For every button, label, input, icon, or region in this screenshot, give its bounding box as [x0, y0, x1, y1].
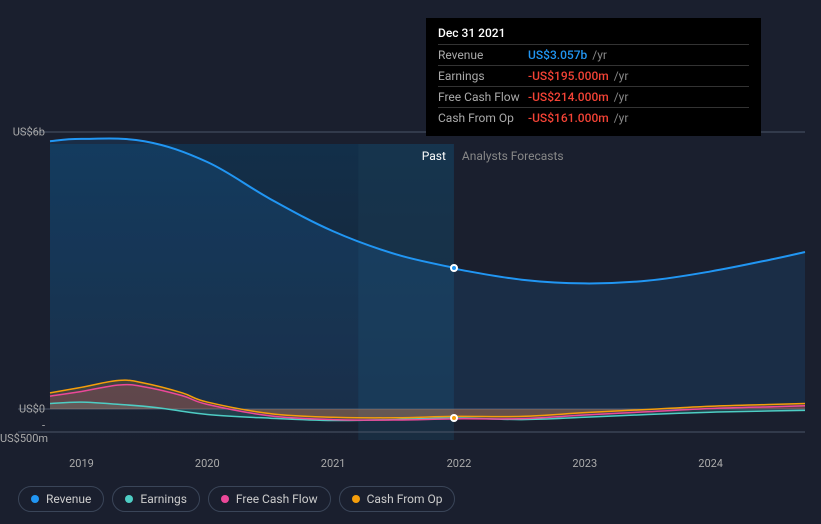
legend-item-revenue[interactable]: Revenue [18, 486, 104, 512]
x-axis-tick: 2020 [195, 457, 220, 470]
chart-legend: Revenue Earnings Free Cash Flow Cash From O… [18, 486, 455, 512]
tooltip-row-value: US$3.057b /yr [528, 48, 607, 62]
forecast-label: Analysts Forecasts [462, 149, 564, 163]
tooltip-row-label: Cash From Op [438, 111, 528, 125]
legend-dot-icon [125, 495, 133, 503]
legend-item-label: Revenue [46, 492, 91, 506]
tooltip-row-label: Revenue [438, 48, 528, 62]
x-axis-tick: 2021 [321, 457, 346, 470]
y-axis-tick: US$6b [0, 126, 45, 139]
legend-item-cash-from-op[interactable]: Cash From Op [339, 486, 456, 512]
tooltip-row-value: -US$214.000m /yr [528, 90, 628, 104]
tooltip-row-label: Free Cash Flow [438, 90, 528, 104]
legend-item-free-cash-flow[interactable]: Free Cash Flow [208, 486, 331, 512]
legend-item-label: Cash From Op [367, 492, 443, 506]
x-axis-tick: 2023 [572, 457, 597, 470]
legend-dot-icon [31, 495, 39, 503]
financial-chart: US$6b US$0 -US$500m 2019 2020 2021 2022 2023 20… [0, 0, 821, 524]
tooltip-row: RevenueUS$3.057b /yr [438, 45, 749, 66]
legend-item-earnings[interactable]: Earnings [112, 486, 200, 512]
x-axis-tick: 2024 [698, 457, 723, 470]
legend-dot-icon [221, 495, 229, 503]
chart-tooltip: Dec 31 2021 RevenueUS$3.057b /yrEarnings… [426, 18, 761, 136]
chart-marker [450, 414, 458, 422]
past-label: Past [422, 149, 446, 163]
chart-marker [450, 264, 458, 272]
y-axis-tick: -US$500m [0, 419, 45, 445]
legend-dot-icon [352, 495, 360, 503]
y-axis-tick: US$0 [0, 403, 45, 416]
legend-item-label: Earnings [140, 492, 187, 506]
tooltip-row: Cash From Op-US$161.000m /yr [438, 108, 749, 128]
x-axis-tick: 2019 [69, 457, 94, 470]
tooltip-row: Free Cash Flow-US$214.000m /yr [438, 87, 749, 108]
tooltip-row-value: -US$195.000m /yr [528, 69, 628, 83]
tooltip-row: Earnings-US$195.000m /yr [438, 66, 749, 87]
x-axis-tick: 2022 [447, 457, 472, 470]
tooltip-row-value: -US$161.000m /yr [528, 111, 628, 125]
tooltip-date: Dec 31 2021 [438, 26, 749, 45]
tooltip-row-label: Earnings [438, 69, 528, 83]
legend-item-label: Free Cash Flow [236, 492, 318, 506]
